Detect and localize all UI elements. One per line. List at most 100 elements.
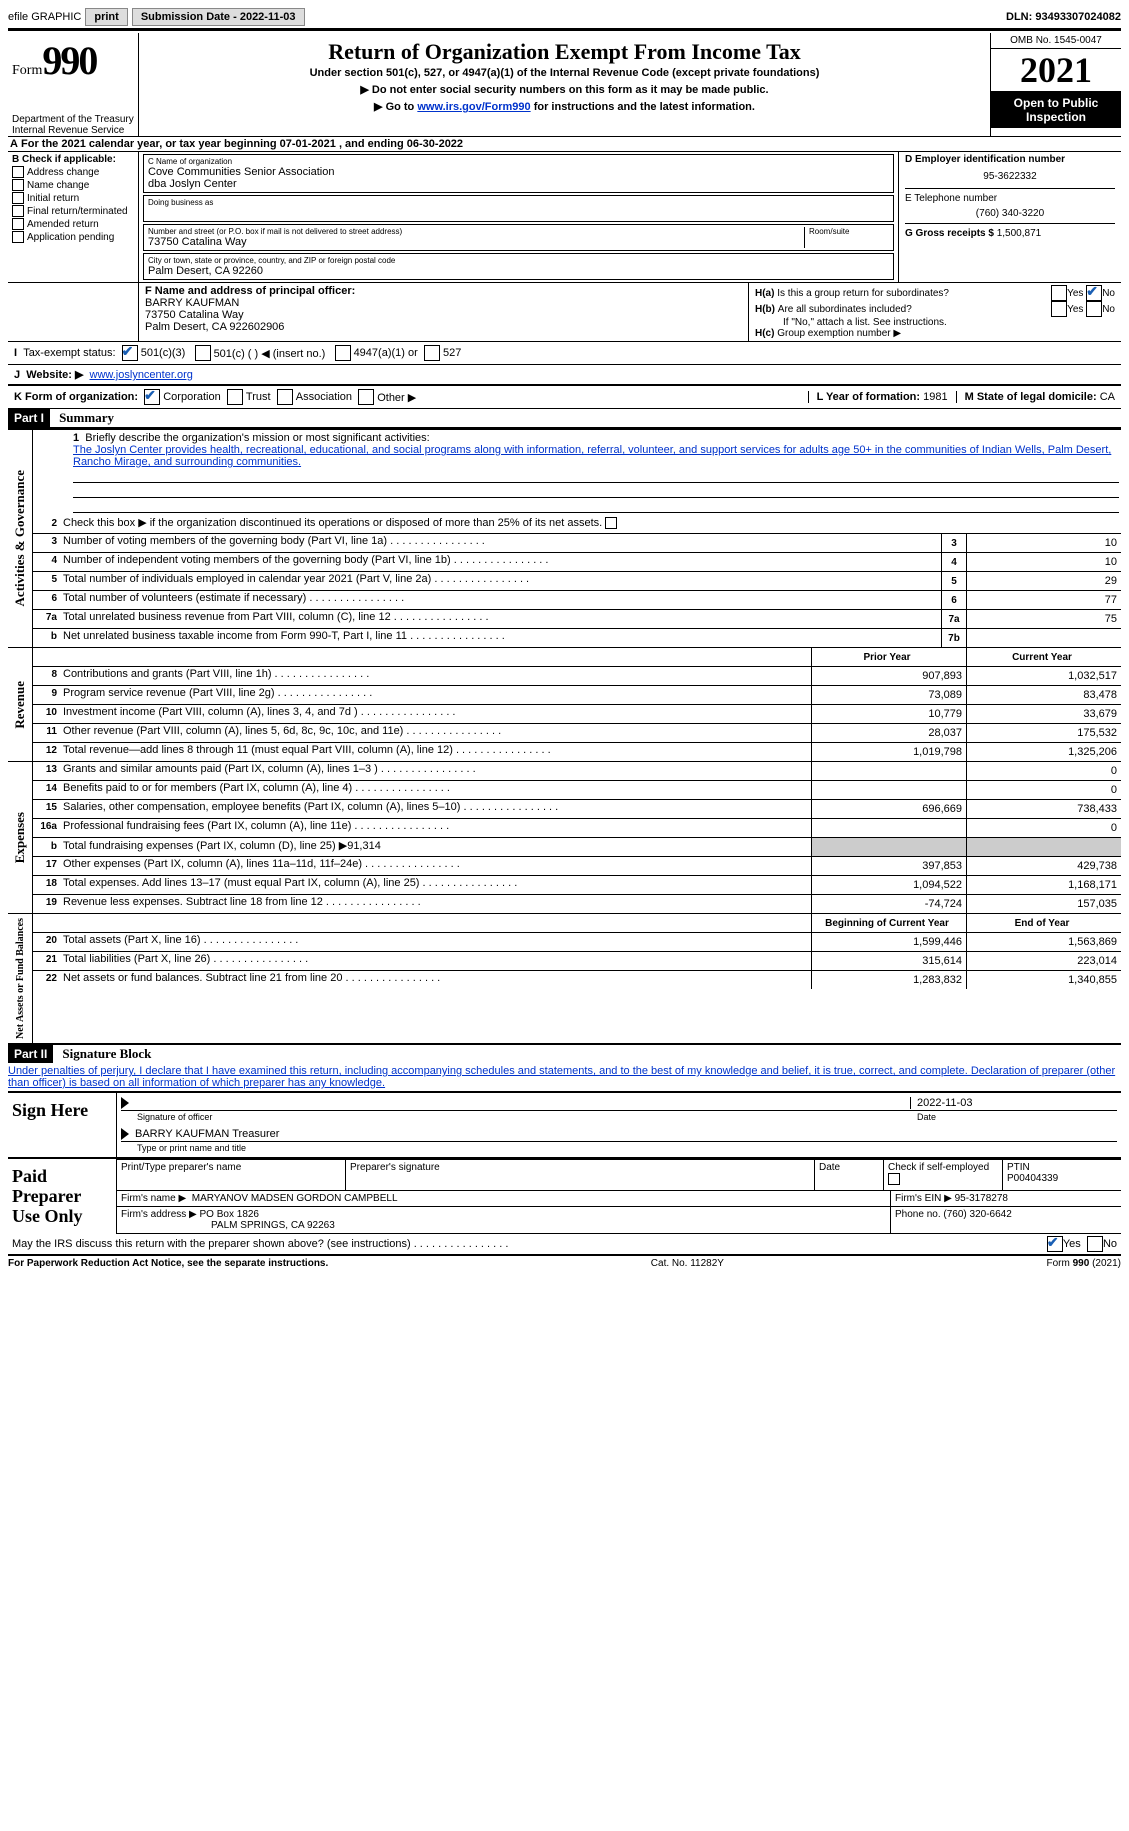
cb-ha-no[interactable] (1086, 285, 1102, 301)
cb-hb-no[interactable] (1086, 301, 1102, 317)
firm-ein: 95-3178278 (955, 1193, 1008, 1204)
col-beg: Beginning of Current Year (811, 914, 966, 932)
cb-assoc[interactable] (277, 389, 293, 405)
room-lbl: Room/suite (809, 227, 889, 236)
firm-addr2: PALM SPRINGS, CA 92263 (121, 1220, 335, 1231)
hb-text: Are all subordinates included? (778, 304, 1051, 315)
l3-t: Number of voting members of the governin… (63, 534, 941, 548)
side-governance: Activities & Governance (10, 466, 30, 610)
cb-self-emp[interactable] (888, 1173, 900, 1185)
officer-sig-name: BARRY KAUFMAN Treasurer (129, 1128, 1117, 1140)
gross-receipts: 1,500,871 (997, 228, 1042, 239)
irs-discuss: May the IRS discuss this return with the… (12, 1238, 508, 1250)
firm-name: MARYANOV MADSEN GORDON CAMPBELL (192, 1193, 398, 1204)
cb-line2[interactable] (605, 517, 617, 529)
form-title: Return of Organization Exempt From Incom… (143, 39, 986, 65)
l4-t: Number of independent voting members of … (63, 553, 941, 567)
cb-discuss-yes[interactable] (1047, 1236, 1063, 1252)
i-lbl: Tax-exempt status: (23, 347, 115, 359)
col-current: Current Year (966, 648, 1121, 666)
cb-501c3[interactable] (122, 345, 138, 361)
year-formation: 1981 (923, 391, 947, 403)
cb-527[interactable] (424, 345, 440, 361)
l7a-t: Total unrelated business revenue from Pa… (63, 610, 941, 624)
open-public-2: Inspection (993, 110, 1119, 124)
firm-addr1: PO Box 1826 (200, 1209, 259, 1220)
state-domicile: CA (1100, 391, 1115, 403)
ha-text: Is this a group return for subordinates? (777, 288, 1051, 299)
side-expenses: Expenses (10, 808, 30, 867)
prep-sig-lbl: Preparer's signature (346, 1160, 815, 1190)
submission-date-button[interactable]: Submission Date - 2022-11-03 (132, 8, 305, 26)
city: Palm Desert, CA 92260 (148, 265, 889, 277)
subtitle-1: Under section 501(c), 527, or 4947(a)(1)… (143, 67, 986, 79)
dept-treasury: Department of the Treasury (12, 114, 134, 125)
print-button[interactable]: print (85, 8, 127, 26)
org-name-1: Cove Communities Senior Association (148, 166, 889, 178)
sig-officer-lbl: Signature of officer (121, 1112, 917, 1122)
officer-name: BARRY KAUFMAN (145, 297, 742, 309)
ein: 95-3622332 (905, 171, 1115, 182)
type-name-lbl: Type or print name and title (121, 1143, 1117, 1153)
col-end: End of Year (966, 914, 1121, 932)
prep-name-lbl: Print/Type preparer's name (117, 1160, 346, 1190)
mission-text: The Joslyn Center provides health, recre… (73, 444, 1111, 468)
cb-4947[interactable] (335, 345, 351, 361)
j-lbl: Website: ▶ (26, 369, 83, 381)
cb-501c[interactable] (195, 345, 211, 361)
prep-date-lbl: Date (815, 1160, 884, 1190)
pra-notice: For Paperwork Reduction Act Notice, see … (8, 1258, 328, 1269)
irs-link[interactable]: www.irs.gov/Form990 (417, 101, 530, 113)
arrow-icon (121, 1128, 129, 1140)
cb-hb-yes[interactable] (1051, 301, 1067, 317)
l7b-t: Net unrelated business taxable income fr… (63, 629, 941, 643)
e-lbl: E Telephone number (905, 193, 1115, 204)
goto-suffix: for instructions and the latest informat… (531, 101, 755, 113)
street-lbl: Number and street (or P.O. box if mail i… (148, 227, 804, 236)
side-net: Net Assets or Fund Balances (13, 914, 28, 1043)
cat-no: Cat. No. 11282Y (651, 1258, 724, 1269)
l3-v: 10 (966, 534, 1121, 552)
cb-final-return[interactable] (12, 205, 24, 217)
c-name-lbl: C Name of organization (148, 157, 889, 166)
col-prior: Prior Year (811, 648, 966, 666)
cb-discuss-no[interactable] (1087, 1236, 1103, 1252)
hc-text: Group exemption number ▶ (777, 328, 901, 339)
cb-corp[interactable] (144, 389, 160, 405)
l7a-v: 75 (966, 610, 1121, 628)
top-toolbar: efile GRAPHIC print Submission Date - 20… (8, 8, 1121, 26)
cb-initial-return[interactable] (12, 192, 24, 204)
officer-addr1: 73750 Catalina Way (145, 309, 742, 321)
dba-lbl: Doing business as (148, 198, 889, 207)
efile-label: efile GRAPHIC (8, 11, 81, 23)
sign-here-label: Sign Here (8, 1093, 117, 1157)
phone: (760) 340-3220 (905, 208, 1115, 219)
cb-other[interactable] (358, 389, 374, 405)
cb-trust[interactable] (227, 389, 243, 405)
city-lbl: City or town, state or province, country… (148, 256, 889, 265)
cb-ha-yes[interactable] (1051, 285, 1067, 301)
cb-address-change[interactable] (12, 166, 24, 178)
street: 73750 Catalina Way (148, 236, 804, 248)
cb-name-change[interactable] (12, 179, 24, 191)
paid-preparer-label: Paid Preparer Use Only (8, 1159, 117, 1234)
irs-label: Internal Revenue Service (12, 125, 134, 136)
officer-addr2: Palm Desert, CA 922602906 (145, 321, 742, 333)
f-lbl: F Name and address of principal officer: (145, 285, 742, 297)
dln-label: DLN: 93493307024082 (1006, 11, 1121, 23)
line2: Check this box ▶ if the organization dis… (63, 517, 602, 529)
l6-t: Total number of volunteers (estimate if … (63, 591, 941, 605)
cb-amended[interactable] (12, 218, 24, 230)
l4-v: 10 (966, 553, 1121, 571)
sign-date: 2022-11-03 (910, 1097, 1117, 1109)
part1-hdr: Part I (8, 409, 50, 427)
open-public-1: Open to Public (993, 96, 1119, 110)
goto-prefix: ▶ Go to (374, 101, 417, 113)
part1-title: Summary (59, 410, 114, 425)
cb-app-pending[interactable] (12, 231, 24, 243)
form-header: Form990 Department of the Treasury Inter… (8, 33, 1121, 137)
arrow-icon (121, 1097, 129, 1109)
l5-v: 29 (966, 572, 1121, 590)
tax-year: 2021 (991, 49, 1121, 92)
website-link[interactable]: www.joslyncenter.org (90, 369, 193, 381)
